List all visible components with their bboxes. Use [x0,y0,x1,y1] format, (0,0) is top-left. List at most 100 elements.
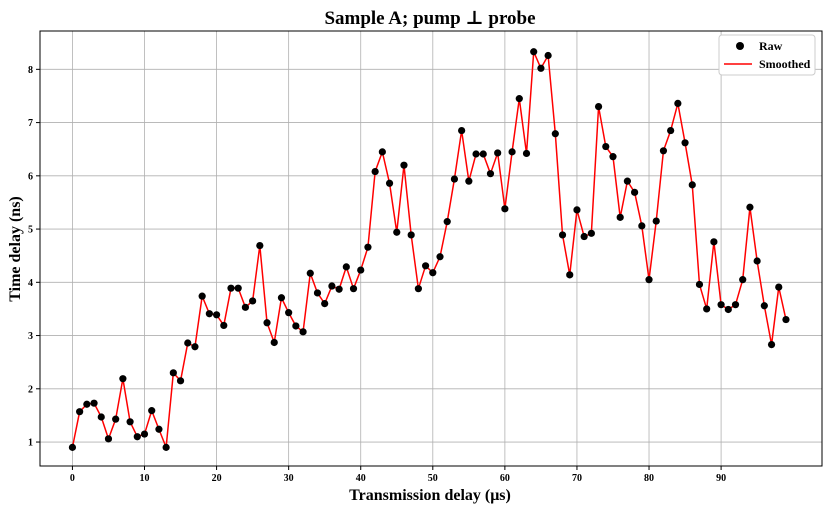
series-layer [68,48,790,451]
raw-data-point [256,241,264,250]
raw-data-point [342,263,350,271]
raw-data-point [537,64,545,72]
raw-data-point [241,303,250,311]
raw-data-point [133,433,141,441]
raw-data-point [104,435,113,443]
raw-data-point [234,284,242,292]
raw-data-point [638,222,646,230]
raw-data-point [277,294,286,302]
raw-data-point [328,282,336,290]
raw-data-point [90,399,98,407]
raw-data-point [652,217,660,225]
raw-data-point [753,257,761,265]
x-tick-label: 0 [70,473,75,484]
y-tick-label: 1 [28,438,33,449]
raw-data-point [155,425,163,433]
x-axis-ticks: 0 10 20 30 40 50 60 70 80 90 [70,466,726,484]
raw-data-point [162,443,170,451]
raw-data-point [739,276,747,284]
raw-data-point [472,150,480,158]
raw-data-point [587,229,595,237]
y-tick-label: 6 [28,171,33,182]
x-tick-label: 80 [644,473,654,484]
raw-data-point [119,375,127,383]
raw-data-point [508,148,516,156]
x-tick-label: 60 [500,473,510,484]
y-tick-label: 4 [28,278,33,289]
raw-data-point [760,302,768,310]
raw-data-point [148,407,156,415]
x-tick-label: 20 [212,473,222,484]
y-axis-label: Time delay (ns) [7,196,24,301]
raw-data-point [349,285,358,293]
raw-data-point [249,297,257,305]
y-tick-label: 8 [28,65,33,76]
raw-data-point [703,305,711,313]
raw-data-point [299,328,307,336]
raw-data-point [270,338,278,347]
raw-data-point [198,292,206,300]
chart-title: Sample A; pump ⊥ probe [324,8,535,29]
raw-data-point [140,430,149,438]
raw-data-point [378,148,386,156]
raw-data-point [695,280,704,289]
raw-data-point [573,206,581,214]
raw-data-point [515,95,523,103]
y-tick-label: 5 [28,225,33,236]
raw-data-point [393,228,401,236]
raw-data-point [746,203,754,211]
x-tick-label: 90 [716,473,726,484]
raw-data-point [594,103,603,111]
raw-data-point [364,243,372,251]
raw-data-point [385,179,394,187]
raw-data-point [775,283,783,291]
raw-data-point [724,305,732,314]
raw-data-point [494,149,502,157]
raw-data-point [414,285,422,293]
x-tick-label: 30 [284,473,294,484]
raw-data-point [731,301,740,309]
raw-data-point [335,285,343,293]
grid [40,31,822,466]
raw-data-point [659,147,668,155]
raw-data-point [602,142,610,151]
raw-data-point [616,213,624,221]
plot-frame [39,30,823,467]
legend-smoothed-label: Smoothed [759,57,811,71]
raw-data-point [580,232,588,241]
raw-data-point [667,126,675,135]
raw-data-point [710,238,718,246]
y-tick-label: 3 [28,331,33,342]
raw-data-point [212,311,221,319]
raw-data-point [112,415,120,423]
raw-data-point [609,153,617,161]
raw-data-point [357,266,365,274]
raw-data-point [306,269,314,277]
raw-data-point [450,175,459,183]
raw-data-point [522,149,531,158]
raw-data-point [681,139,689,147]
raw-data-point [645,276,653,284]
raw-data-point [97,413,105,421]
raw-data-point [479,150,487,158]
raw-data-point [443,218,451,226]
legend: Raw Smoothed [718,34,816,76]
raw-data-point [767,341,776,349]
x-tick-label: 50 [428,473,438,484]
legend-raw-marker [736,42,744,50]
x-tick-label: 10 [140,473,150,484]
raw-data-point [83,400,91,408]
raw-data-point [486,170,495,178]
y-tick-label: 2 [28,384,33,395]
raw-data-point [285,309,293,317]
y-axis-ticks: 1 2 3 4 5 6 7 8 [28,65,40,449]
raw-data-point [501,205,509,213]
raw-data-point [292,322,300,330]
x-axis-label: Transmission delay (μs) [349,487,511,504]
raw-data-point [429,269,437,277]
raw-data-point [782,315,790,324]
raw-data-point [688,181,696,189]
raw-data-point [551,130,559,138]
raw-data-point [184,339,192,347]
